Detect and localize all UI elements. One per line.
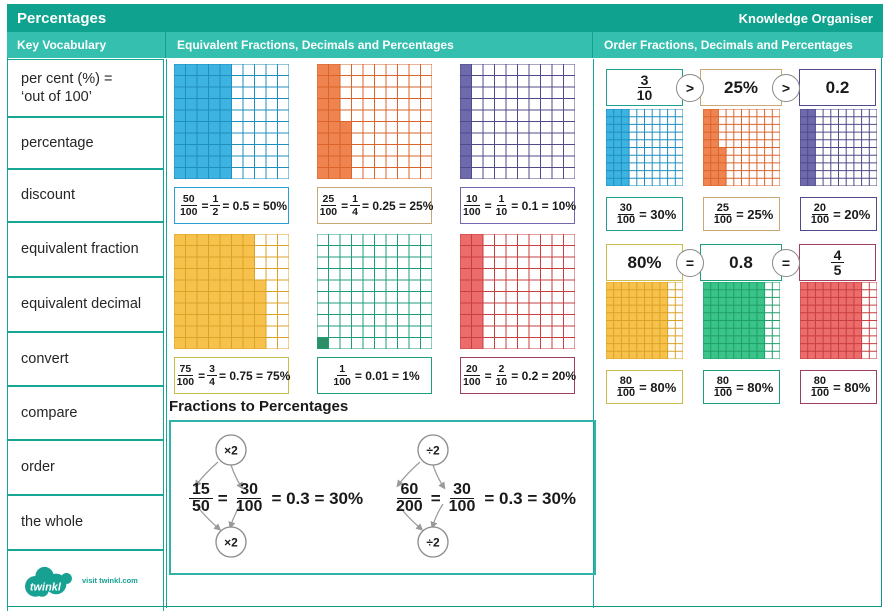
svg-text:twinkl: twinkl [30,581,62,593]
svg-text:×2: ×2 [224,444,238,458]
svg-text:÷2: ÷2 [426,536,440,550]
svg-text:×2: ×2 [224,536,238,550]
svg-text:÷2: ÷2 [426,444,440,458]
